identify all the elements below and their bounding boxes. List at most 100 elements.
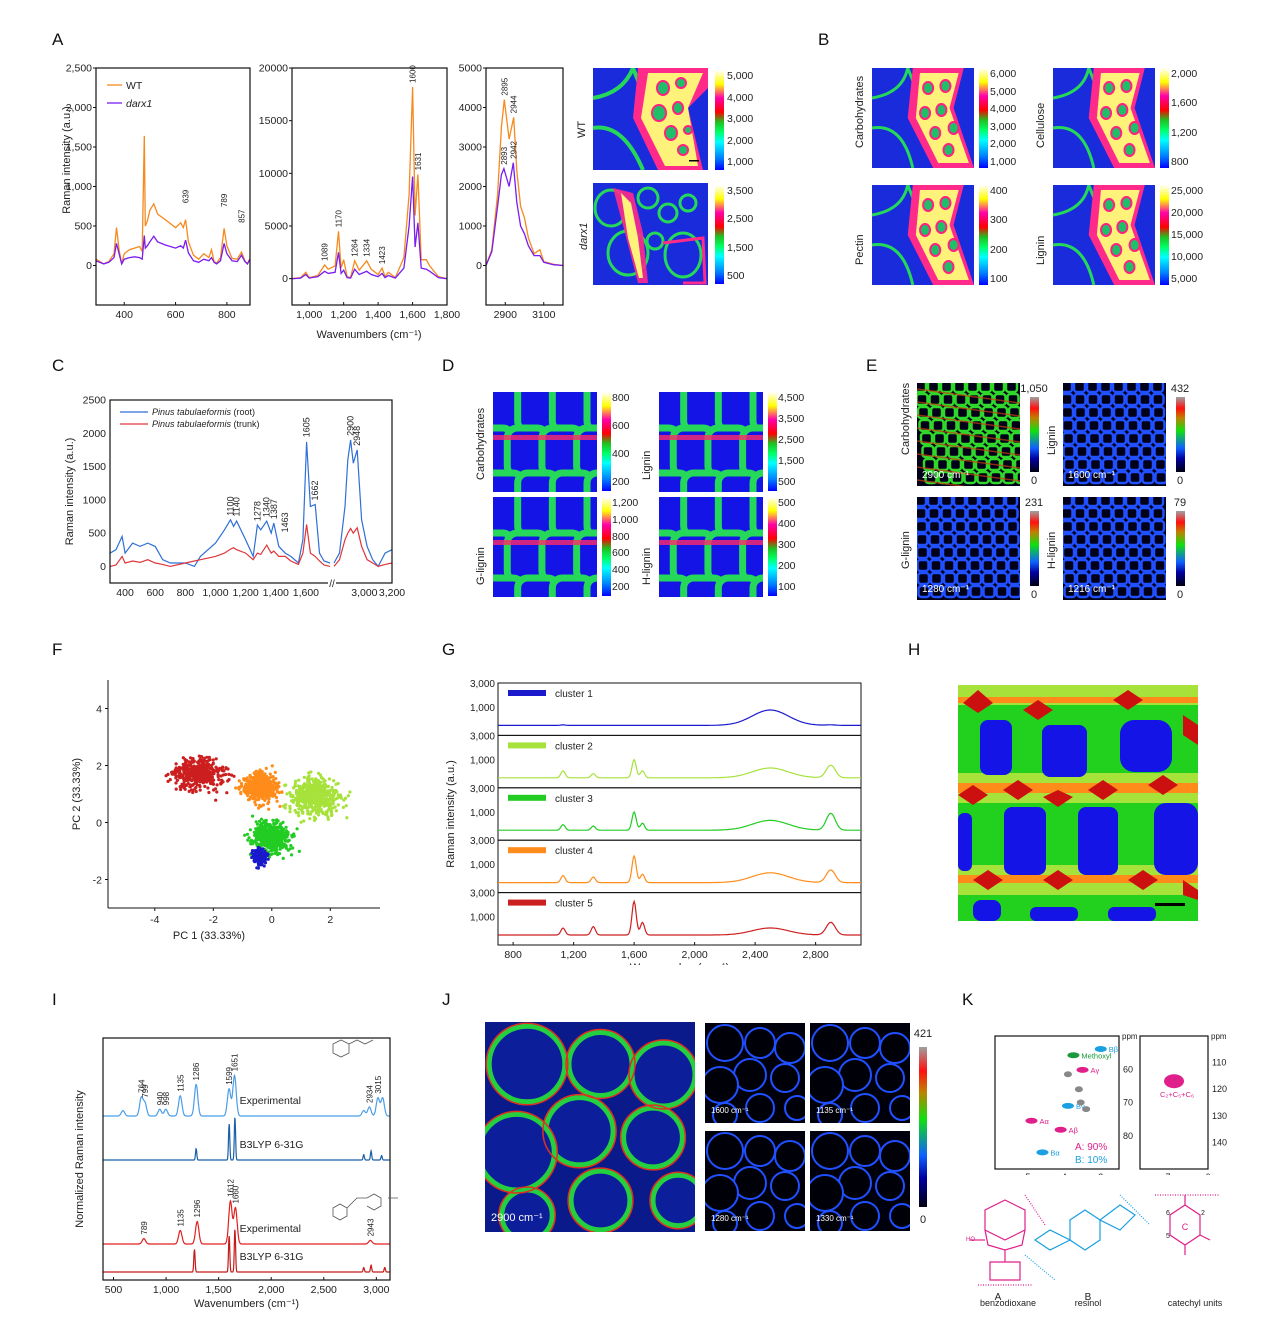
cell-lumen: [749, 497, 763, 540]
cell: [770, 1171, 800, 1201]
map-label-darx1: darx1: [578, 222, 590, 250]
scatter-point: [306, 809, 310, 813]
scatter-point: [193, 766, 197, 770]
scatter-point: [210, 781, 214, 785]
scatter-point: [214, 757, 218, 761]
cell: [1063, 392, 1074, 407]
cell: [941, 545, 956, 560]
scatter-point: [265, 837, 269, 841]
colorbar-tick-label: 400: [612, 448, 630, 460]
scatter-point: [198, 788, 202, 792]
scatter-point: [322, 804, 326, 808]
scatter-point: [289, 793, 293, 797]
scatter-point: [178, 785, 182, 789]
x-tick-label: 1,400: [365, 309, 391, 321]
scatter-point: [297, 814, 301, 818]
scatter-point: [252, 857, 256, 861]
nmr-peak: [1036, 1149, 1049, 1156]
cell: [967, 545, 982, 560]
cell: [943, 584, 957, 599]
y-tick-label: 70: [1123, 1098, 1133, 1108]
scatter-point: [266, 857, 270, 861]
cell: [1073, 506, 1087, 521]
scatter-point: [281, 856, 285, 860]
cell: [965, 383, 980, 394]
peak-annotation: 1600: [409, 65, 418, 83]
scatter-point: [297, 807, 301, 811]
cell: [849, 1135, 881, 1167]
colorbar-tick-label: 800: [612, 530, 630, 543]
cell: [1086, 519, 1101, 534]
scatter-point: [331, 790, 335, 794]
map-label-lignin: Lignin: [1035, 235, 1047, 265]
scatter-point: [273, 830, 277, 834]
scatter-point: [248, 828, 252, 832]
cell: [1004, 497, 1019, 508]
cell: [1127, 571, 1142, 586]
cell: [941, 392, 955, 407]
scatter-point: [198, 773, 202, 777]
cell-lumen: [942, 143, 955, 157]
scatter-point: [254, 791, 258, 795]
cell: [1063, 571, 1077, 586]
cell: [979, 519, 994, 534]
scatter-point: [246, 798, 251, 802]
scatter-point: [179, 787, 183, 792]
cell: [1075, 444, 1089, 459]
scatter-point: [273, 839, 277, 843]
scatter-point: [259, 804, 263, 808]
cell-lumen: [1123, 143, 1136, 157]
cell: [1007, 571, 1020, 586]
scatter-point: [295, 797, 299, 801]
peak-annotation: 789: [140, 1221, 149, 1235]
scatter-point: [281, 835, 285, 839]
svg-text:5: 5: [1166, 1233, 1170, 1240]
cell: [1063, 532, 1075, 547]
k-chemical-structures: HO A B C 6 2 5: [966, 1194, 1220, 1303]
cell-lumen: [939, 196, 952, 210]
middle-lamella: [493, 540, 597, 545]
cell: [1101, 558, 1115, 573]
cell: [849, 1027, 881, 1059]
scatter-point: [253, 771, 257, 775]
x-tick-label: 2,000: [681, 949, 707, 961]
cell: [1138, 392, 1152, 407]
x-tick-label: 800: [177, 587, 195, 599]
colorbar-wt: [715, 70, 724, 170]
y-tick-label: 3,000: [470, 679, 495, 690]
cell: [945, 431, 960, 446]
peak-annotation: 1140: [232, 497, 242, 516]
cell: [1102, 470, 1116, 485]
cell-lumen: [1120, 196, 1133, 210]
scatter-point: [199, 755, 204, 759]
scatter-point: [210, 771, 214, 775]
peak-annotation: 799: [141, 1084, 150, 1098]
chart-k-hsqc-nmr: 543ppm607080ppmBβMethoxylAγBγAαAβBα76ppm…: [994, 1032, 1227, 1175]
cell-lumen: [583, 469, 597, 492]
colorbar-tick-label: 200: [612, 581, 630, 593]
scatter-point: [277, 781, 281, 785]
map-grid-texture: [1063, 497, 1166, 599]
scatter-point: [219, 774, 223, 778]
cell: [934, 444, 948, 459]
plot-frame: [102, 1037, 391, 1281]
scatter-point: [310, 796, 314, 800]
cell: [1072, 497, 1087, 508]
cell: [889, 1203, 910, 1229]
colorbar-tick-label: 500: [727, 270, 745, 282]
band-label: 1330 cm⁻¹: [816, 1214, 854, 1223]
cell: [1111, 383, 1126, 394]
cluster-map-texture: [958, 685, 1198, 921]
colorbar-tick-label: 300: [990, 214, 1008, 227]
cell: [1099, 506, 1113, 521]
colorbar-tick-label: 800: [612, 392, 630, 404]
cell: [1073, 405, 1088, 420]
scatter-point: [271, 775, 275, 779]
scatter-point: [259, 849, 263, 853]
nmr-peak: [1061, 1102, 1074, 1109]
scatter-point: [339, 796, 343, 800]
x-tick-label: 1,000: [202, 587, 228, 599]
molecule-bond: [332, 1193, 398, 1221]
structure-b-letter: B: [1085, 1292, 1092, 1303]
cell: [875, 1171, 905, 1201]
